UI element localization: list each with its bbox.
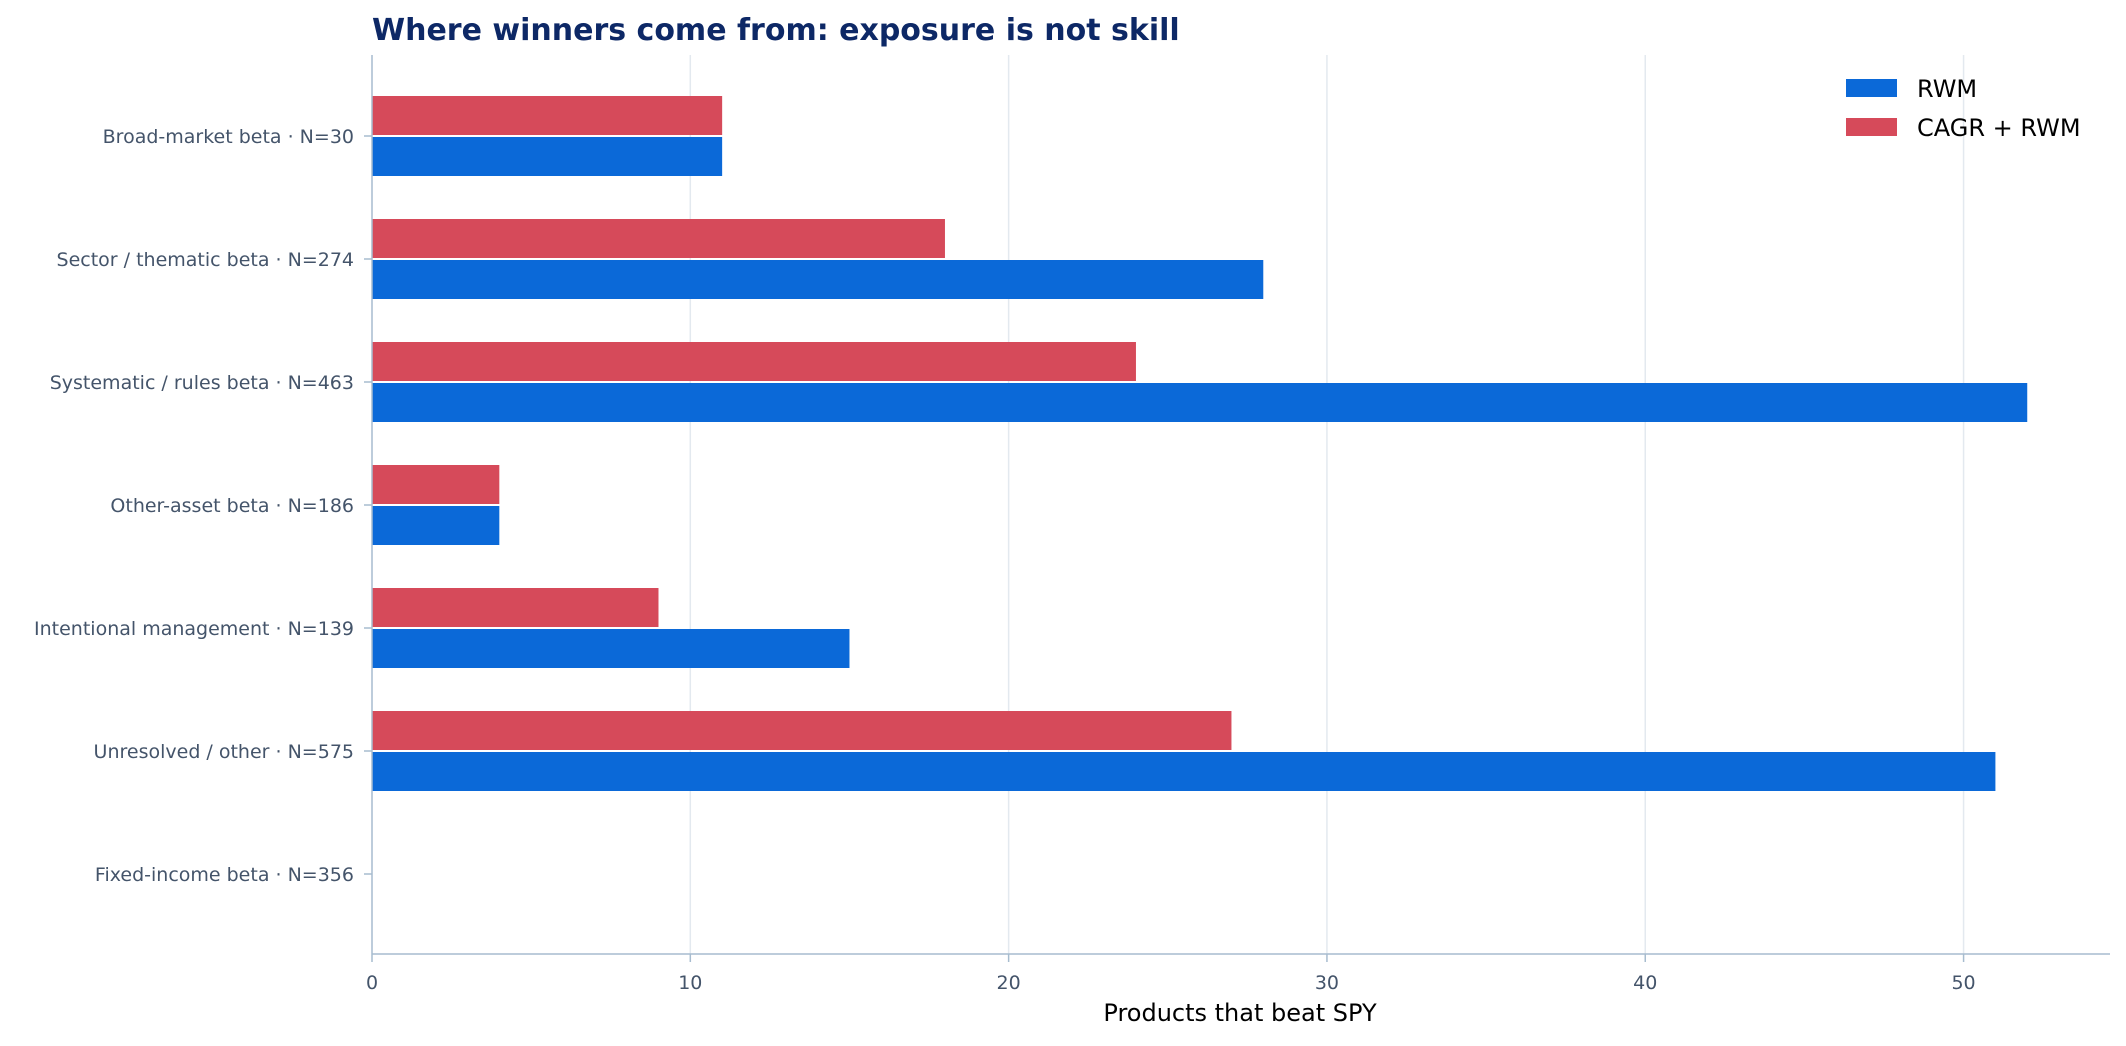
category-label: Sector / thematic beta · N=274 xyxy=(57,249,354,271)
x-tick-label: 40 xyxy=(1633,972,1657,994)
x-tick-label: 20 xyxy=(997,972,1021,994)
x-tick-label: 0 xyxy=(366,972,378,994)
x-tick-label: 50 xyxy=(1951,972,1975,994)
x-tick-label: 30 xyxy=(1315,972,1339,994)
bar-rwm xyxy=(372,629,850,668)
bar-rwm xyxy=(372,383,2028,422)
bar-cagr-rwm xyxy=(372,465,500,504)
bar-rwm xyxy=(372,752,1996,791)
legend: RWM CAGR + RWM xyxy=(1846,75,2081,142)
category-label: Other-asset beta · N=186 xyxy=(110,495,354,517)
bar-cagr-rwm xyxy=(372,342,1136,381)
bar-cagr-rwm xyxy=(372,711,1232,750)
x-tick-label: 10 xyxy=(678,972,702,994)
bar-cagr-rwm xyxy=(372,219,945,258)
bar-cagr-rwm xyxy=(372,96,723,135)
bar-rwm xyxy=(372,506,500,545)
chart-title: Where winners come from: exposure is not… xyxy=(372,13,1180,48)
grid-lines xyxy=(689,55,1965,954)
legend-label: CAGR + RWM xyxy=(1917,114,2081,142)
category-labels: Broad-market beta · N=30 Sector / themati… xyxy=(34,126,372,886)
legend-swatch xyxy=(1846,79,1897,97)
bar-rwm xyxy=(372,260,1264,299)
bar-cagr-rwm xyxy=(372,588,659,627)
legend-label: RWM xyxy=(1917,75,1977,103)
bars xyxy=(372,96,2028,791)
category-label: Unresolved / other · N=575 xyxy=(94,741,354,763)
legend-swatch xyxy=(1846,118,1897,136)
x-tick-labels: 0 10 20 30 40 50 xyxy=(366,954,1976,994)
category-label: Broad-market beta · N=30 xyxy=(103,126,354,148)
x-axis-label: Products that beat SPY xyxy=(1103,999,1377,1027)
axes xyxy=(371,55,2110,955)
category-label: Systematic / rules beta · N=463 xyxy=(50,372,354,394)
bar-rwm xyxy=(372,137,723,176)
category-label: Fixed-income beta · N=356 xyxy=(95,864,354,886)
category-label: Intentional management · N=139 xyxy=(34,618,354,640)
